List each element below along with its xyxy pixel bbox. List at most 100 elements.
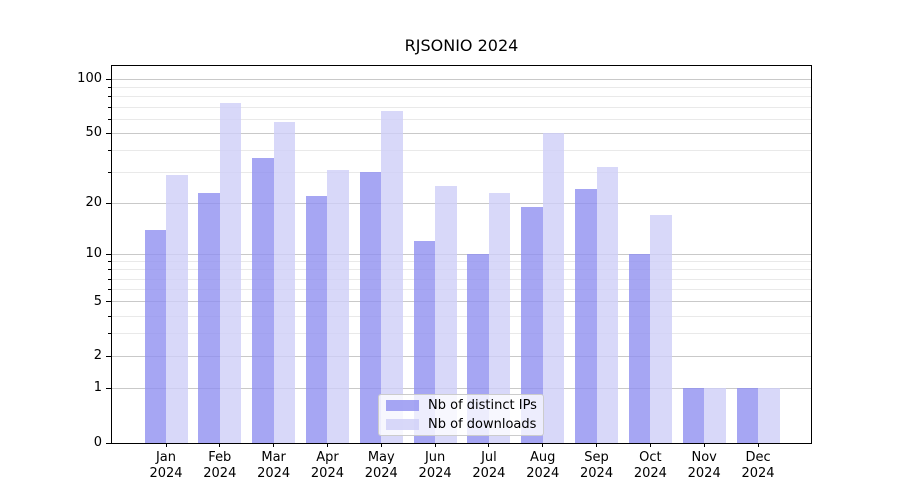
x-axis-label-Sep: Sep 2024	[567, 450, 627, 482]
x-label-month: Nov	[691, 450, 717, 465]
legend-swatch-downloads	[386, 419, 419, 430]
ytick-minor-80	[108, 96, 111, 98]
legend-swatch-distinct-ips	[386, 400, 419, 411]
x-label-month: Jun	[424, 450, 446, 465]
xtick-Jun	[434, 443, 436, 447]
ytick-minor-60	[108, 118, 111, 120]
bar-distinct-ips-Sep	[575, 189, 597, 443]
chart-title: RJSONIO 2024	[404, 36, 519, 55]
bar-downloads-Jan	[166, 174, 188, 443]
gridline-minor-9	[112, 261, 811, 263]
gridline-100	[112, 78, 811, 80]
xtick-Aug	[542, 443, 544, 447]
ytick-100	[106, 78, 111, 80]
x-axis-label-Aug: Aug 2024	[513, 450, 573, 482]
x-label-year: 2024	[526, 466, 560, 481]
x-label-month: Dec	[745, 450, 771, 465]
x-axis-label-May: May 2024	[351, 450, 411, 482]
y-axis-label-2: 2	[93, 348, 102, 364]
gridline-minor-8	[112, 269, 811, 271]
ytick-minor-4	[108, 315, 111, 317]
y-axis-label-100: 100	[77, 71, 102, 87]
ytick-minor-70	[108, 106, 111, 108]
x-label-year: 2024	[472, 466, 506, 481]
ytick-2	[106, 355, 111, 357]
bar-distinct-ips-Jun	[413, 240, 436, 443]
x-axis-label-Jun: Jun 2024	[405, 450, 465, 482]
x-label-month: May	[367, 450, 395, 465]
xtick-Jan	[165, 443, 167, 447]
x-label-year: 2024	[418, 466, 452, 481]
bar-downloads-Mar	[273, 121, 296, 443]
legend-label-downloads: Nb of downloads	[428, 417, 537, 432]
bar-distinct-ips-Nov	[682, 388, 705, 443]
x-label-month: Oct	[639, 450, 662, 465]
gridline-minor-80	[112, 96, 811, 98]
x-axis-label-Mar: Mar 2024	[244, 450, 304, 482]
gridline-minor-60	[112, 118, 811, 120]
gridline-1	[112, 387, 811, 389]
ytick-20	[106, 202, 111, 204]
bar-downloads-Apr	[327, 169, 349, 443]
bar-distinct-ips-May	[359, 172, 382, 443]
bar-downloads-Nov	[704, 388, 726, 443]
x-label-month: Jul	[481, 450, 497, 465]
bar-distinct-ips-Oct	[628, 254, 651, 443]
gridline-2	[112, 355, 811, 357]
bar-distinct-ips-Jan	[144, 229, 166, 443]
y-axis-label-1: 1	[93, 380, 102, 396]
x-label-year: 2024	[364, 466, 398, 481]
bar-downloads-Jul	[488, 192, 511, 443]
x-label-month: Jan	[155, 450, 177, 465]
ytick-minor-9	[108, 261, 111, 263]
x-axis-label-Jul: Jul 2024	[459, 450, 519, 482]
x-label-year: 2024	[310, 466, 344, 481]
xtick-Sep	[596, 443, 598, 447]
x-label-year: 2024	[257, 466, 291, 481]
gridline-minor-30	[112, 171, 811, 173]
ytick-10	[106, 253, 111, 255]
ytick-minor-7	[108, 278, 111, 280]
y-axis-label-5: 5	[93, 293, 102, 309]
xtick-Feb	[219, 443, 221, 447]
bar-distinct-ips-Apr	[305, 195, 328, 443]
gridline-minor-7	[112, 278, 811, 280]
bar-distinct-ips-Aug	[521, 206, 543, 443]
x-label-month: Aug	[530, 450, 556, 465]
gridline-minor-70	[112, 106, 811, 108]
xtick-Nov	[703, 443, 705, 447]
x-label-year: 2024	[687, 466, 721, 481]
ytick-minor-30	[108, 171, 111, 173]
x-label-month: Mar	[261, 450, 286, 465]
gridline-minor-3	[112, 333, 811, 335]
y-axis-label-10: 10	[85, 246, 102, 262]
plot-area: 0 1 2 5 10 20 50 100 Jan 2024 Feb 2024 Mar 2024 Apr 202…	[77, 65, 812, 481]
x-label-year: 2024	[580, 466, 614, 481]
legend-item-downloads: Nb of downloads	[379, 416, 543, 433]
bar-downloads-Dec	[758, 388, 780, 443]
gridline-minor-6	[112, 289, 811, 291]
y-axis-label-50: 50	[85, 125, 102, 141]
x-label-year: 2024	[633, 466, 667, 481]
x-axis-label-Nov: Nov 2024	[674, 450, 734, 482]
x-label-month: Sep	[584, 450, 609, 465]
gridline-5	[112, 301, 811, 303]
bar-downloads-Oct	[650, 215, 672, 443]
bar-downloads-Feb	[219, 102, 242, 443]
bar-distinct-ips-Mar	[252, 158, 274, 443]
x-axis-label-Dec: Dec 2024	[728, 450, 788, 482]
y-axis-label-0: 0	[93, 435, 102, 450]
x-label-month: Feb	[208, 450, 232, 465]
xtick-Dec	[757, 443, 759, 447]
y-axis-label-20: 20	[85, 195, 102, 211]
xtick-Apr	[326, 443, 328, 447]
gridline-minor-90	[112, 87, 811, 89]
gridline-20	[112, 202, 811, 204]
gridline-10	[112, 253, 811, 255]
gridline-minor-4	[112, 315, 811, 317]
bar-downloads-Jun	[435, 186, 457, 443]
xtick-May	[380, 443, 382, 447]
legend-label-distinct-ips: Nb of distinct IPs	[428, 398, 537, 413]
legend-item-distinct-ips: Nb of distinct IPs	[379, 397, 543, 414]
x-label-year: 2024	[203, 466, 237, 481]
